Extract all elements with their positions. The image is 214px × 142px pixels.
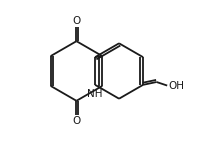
- Text: O: O: [72, 116, 81, 126]
- Text: O: O: [72, 16, 81, 26]
- Text: NH: NH: [87, 89, 102, 99]
- Text: OH: OH: [168, 81, 184, 91]
